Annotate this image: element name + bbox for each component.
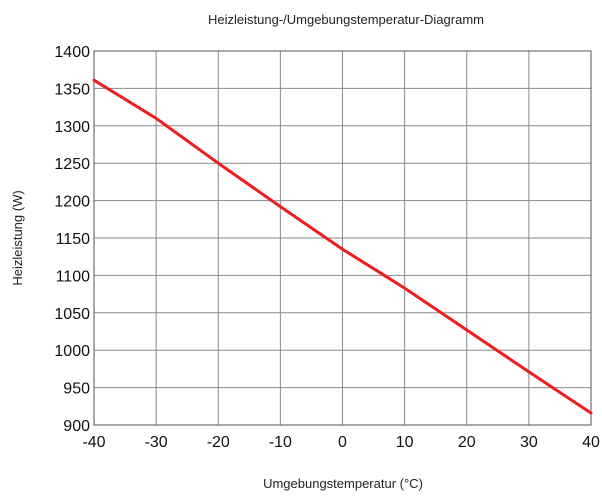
x-tick-label: 10 — [396, 434, 414, 451]
x-tick-label: 30 — [520, 434, 538, 451]
x-tick-label: -20 — [207, 434, 230, 451]
x-axis-label: Umgebungstemperatur (°C) — [263, 476, 423, 491]
x-tick-label: -30 — [145, 434, 168, 451]
x-tick-labels: -40 -30 -20 -10 0 10 20 30 40 — [82, 434, 600, 451]
y-tick-label: 1200 — [54, 194, 90, 211]
y-tick-labels: 900 950 1000 1050 1100 1150 1200 1250 1300 1350 14… — [54, 44, 90, 435]
chart-title: Heizleistung-/Umgebungstemperatur-Diagra… — [208, 12, 484, 27]
y-axis-label: Heizleistung (W) — [10, 190, 25, 285]
series-line — [92, 78, 593, 415]
y-tick-label: 1250 — [54, 156, 90, 173]
y-tick-label: 950 — [63, 381, 90, 398]
x-tick-label: 20 — [458, 434, 476, 451]
plot-frame — [93, 50, 592, 426]
x-tick-label: 40 — [582, 434, 600, 451]
series-layer — [92, 78, 593, 415]
x-tick-label: 0 — [338, 434, 347, 451]
y-tick-label: 1400 — [54, 44, 90, 61]
y-tick-label: 1350 — [54, 81, 90, 98]
grid — [93, 50, 592, 426]
y-tick-label: 1150 — [56, 231, 91, 248]
y-tick-label: 1100 — [56, 268, 91, 285]
x-tick-label: -40 — [82, 434, 105, 451]
y-tick-label: 900 — [63, 418, 90, 435]
y-tick-label: 1000 — [54, 343, 90, 360]
y-tick-label: 1300 — [54, 119, 90, 136]
y-tick-label: 1050 — [54, 306, 90, 323]
x-tick-label: -10 — [269, 434, 292, 451]
